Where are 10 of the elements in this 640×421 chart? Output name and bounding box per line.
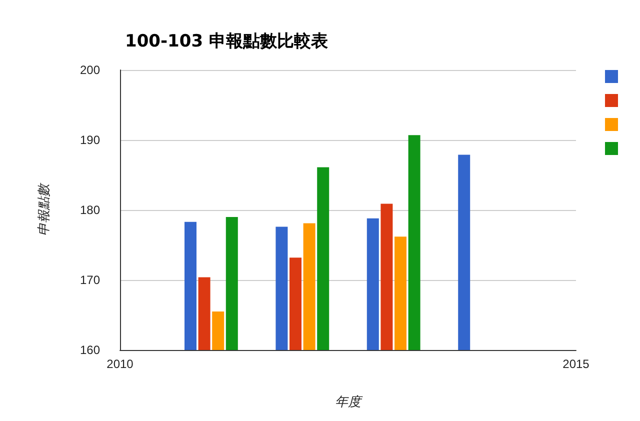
y-tick-label: 180 [80,203,100,217]
x-tick-label: 2015 [562,357,590,371]
y-tick-label: 190 [80,133,100,147]
y-tick-label: 170 [80,273,100,287]
y-tick-label: 200 [80,63,100,77]
y-axis-title: 申報點數 [36,182,51,236]
y-tick-label: 160 [80,343,100,357]
chart-title: 100-103 申報點數比較表 [125,32,329,52]
x-tick-label: 2010 [106,357,134,371]
x-axis-title: 年度 [335,394,363,409]
